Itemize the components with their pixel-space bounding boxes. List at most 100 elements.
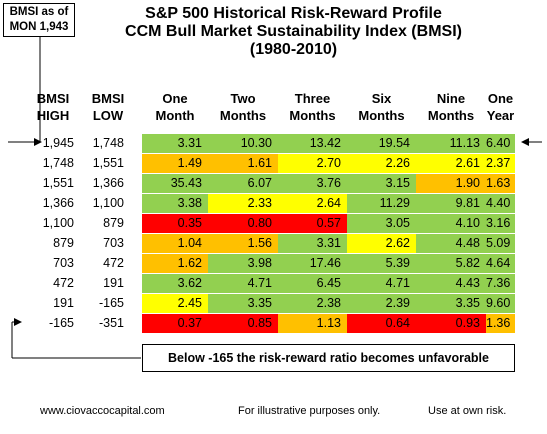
- table-cell: 4.10: [416, 214, 486, 233]
- unfavorable-note: Below -165 the risk-reward ratio becomes…: [142, 344, 515, 372]
- table-cell: 1.04: [142, 234, 208, 253]
- row-bmsi-low: 191: [103, 276, 124, 290]
- table-cell: 2.33: [208, 194, 278, 213]
- table-cell: 9.81: [416, 194, 486, 213]
- table-cell: 3.16: [486, 214, 515, 233]
- table-cell: 3.31: [278, 234, 347, 253]
- header-bmsi-low-line-1: BMSI: [91, 91, 125, 106]
- table-cell: 2.62: [347, 234, 416, 253]
- table-cell: 17.46: [278, 254, 347, 273]
- table-cell: 3.35: [416, 294, 486, 313]
- table-cell: 7.36: [486, 274, 515, 293]
- row-bmsi-high: 879: [53, 236, 74, 250]
- table-cell: 1.62: [142, 254, 208, 273]
- right-arrow-head: [521, 138, 529, 146]
- table-cell: 13.42: [278, 134, 347, 153]
- column-header-1-line-1: Months: [219, 108, 267, 123]
- table-cell: 0.57: [278, 214, 347, 233]
- row-bmsi-high: 1,551: [42, 176, 74, 190]
- header-bmsi-low: BMSI LOW: [84, 90, 132, 124]
- table-cell: 4.64: [486, 254, 515, 273]
- table-cell: 0.93: [416, 314, 486, 333]
- column-header-3-line-0: Six: [371, 91, 392, 106]
- column-header-4-line-1: Months: [427, 108, 475, 123]
- row-bmsi-low: 1,100: [92, 196, 124, 210]
- table-cell: 1.63: [486, 174, 515, 193]
- header-bmsi-high: BMSI HIGH: [28, 90, 78, 124]
- table-cell: 35.43: [142, 174, 208, 193]
- column-header-4: Nine Months: [416, 90, 486, 124]
- table-cell: 5.82: [416, 254, 486, 273]
- row-bmsi-high: 1,366: [42, 196, 74, 210]
- column-header-3-line-1: Months: [358, 108, 405, 123]
- column-header-1: Two Months: [208, 90, 278, 124]
- table-cell: 1.90: [416, 174, 486, 193]
- column-header-0-line-0: One: [162, 91, 188, 106]
- row-bmsi-low: 1,748: [92, 136, 124, 150]
- table-cell: 2.39: [347, 294, 416, 313]
- row-bmsi-high: 472: [53, 276, 74, 290]
- table-cell: 10.30: [208, 134, 278, 153]
- column-header-0-line-1: Month: [155, 108, 195, 123]
- table-cell: 1.49: [142, 154, 208, 173]
- footer-risk-note: Use at own risk.: [428, 405, 507, 417]
- table-cell: 2.45: [142, 294, 208, 313]
- column-header-4-line-0: Nine: [436, 91, 466, 106]
- table-cell: 3.31: [142, 134, 208, 153]
- table-cell: 4.43: [416, 274, 486, 293]
- table-cell: 9.60: [486, 294, 515, 313]
- table-cell: 0.64: [347, 314, 416, 333]
- table-cell: 5.09: [486, 234, 515, 253]
- table-cell: 3.98: [208, 254, 278, 273]
- row-bmsi-low: -351: [98, 316, 124, 330]
- bottom-bracket-arrow: [14, 318, 22, 326]
- table-cell: 2.61: [416, 154, 486, 173]
- table-cell: 3.76: [278, 174, 347, 193]
- table-cell: 4.71: [208, 274, 278, 293]
- header-bmsi-low-line-2: LOW: [92, 108, 124, 123]
- footer-website: www.ciovaccocapital.com: [40, 405, 165, 417]
- row-bmsi-high: 1,100: [42, 216, 74, 230]
- table-cell: 4.48: [416, 234, 486, 253]
- bmsi-box-line-2: MON 1,943: [9, 21, 69, 33]
- table-cell: 4.40: [486, 194, 515, 213]
- table-cell: 2.38: [278, 294, 347, 313]
- column-header-5-line-0: One: [487, 91, 514, 106]
- left-arrow-head: [34, 138, 42, 146]
- table-cell: 2.37: [486, 154, 515, 173]
- row-bmsi-high: -165: [48, 316, 74, 330]
- column-header-2: Three Months: [278, 90, 347, 124]
- table-cell: 6.45: [278, 274, 347, 293]
- row-bmsi-low: 703: [103, 236, 124, 250]
- chart-title-line-1: S&P 500 Historical Risk-Reward Profile: [145, 5, 442, 22]
- row-bmsi-high: 191: [53, 296, 74, 310]
- column-header-5-line-1: Year: [486, 108, 515, 123]
- column-header-2-line-1: Months: [289, 108, 336, 123]
- column-header-5: One Year: [486, 90, 515, 124]
- row-bmsi-low: 1,366: [92, 176, 124, 190]
- column-header-3: Six Months: [347, 90, 416, 124]
- table-cell: 2.64: [278, 194, 347, 213]
- header-bmsi-high-line-2: HIGH: [36, 108, 70, 123]
- table-cell: 0.35: [142, 214, 208, 233]
- table-cell: 1.56: [208, 234, 278, 253]
- row-bmsi-high: 703: [53, 256, 74, 270]
- row-bmsi-high: 1,945: [42, 136, 74, 150]
- table-cell: 3.15: [347, 174, 416, 193]
- table-cell: 0.85: [208, 314, 278, 333]
- table-cell: 4.71: [347, 274, 416, 293]
- table-cell: 2.70: [278, 154, 347, 173]
- table-cell: 3.35: [208, 294, 278, 313]
- table-cell: 1.36: [486, 314, 515, 333]
- table-cell: 3.38: [142, 194, 208, 213]
- bmsi-box-line-1: BMSI as of: [9, 6, 69, 18]
- row-bmsi-low: 1,551: [92, 156, 124, 170]
- footer-disclaimer: For illustrative purposes only.: [238, 405, 381, 417]
- column-header-1-line-0: Two: [230, 91, 256, 106]
- table-cell: 6.40: [486, 134, 515, 153]
- bmsi-current-box: BMSI as of MON 1,943: [3, 3, 75, 37]
- table-cell: 6.07: [208, 174, 278, 193]
- row-bmsi-low: 879: [103, 216, 124, 230]
- table-cell: 19.54: [347, 134, 416, 153]
